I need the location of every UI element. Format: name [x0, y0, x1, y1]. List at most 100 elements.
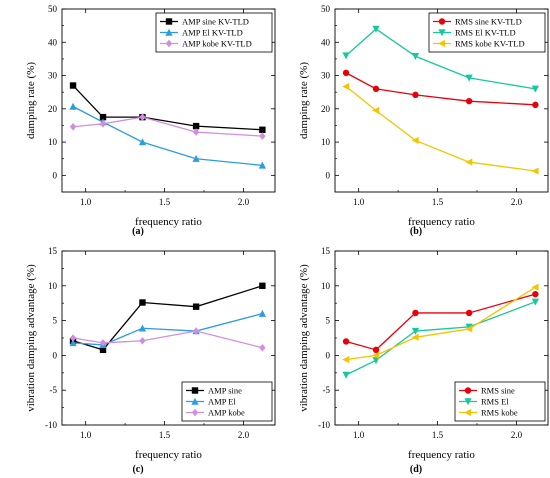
- chart-panel-1: 0 10 20 30 40 50 1.0 1.5 2.0 frequency ratio dampi…: [25, 4, 276, 237]
- series-3: [69, 113, 266, 140]
- data-point: [192, 303, 200, 310]
- data-point: [531, 283, 539, 291]
- legend-entry: RMS kobe: [481, 408, 518, 418]
- data-point: [69, 122, 77, 131]
- legend-entry: AMP El: [208, 397, 236, 407]
- legend-entry: AMP kobe KV-TLD: [182, 39, 252, 49]
- data-point: [138, 138, 147, 146]
- data-point: [99, 339, 107, 347]
- x-tick-label: 2.0: [511, 197, 523, 207]
- legend-marker: [464, 408, 472, 417]
- data-point: [465, 325, 473, 333]
- data-point: [69, 334, 77, 342]
- legend-marker: [165, 28, 173, 36]
- data-point: [342, 371, 350, 379]
- data-point: [531, 298, 539, 306]
- panel-label: (c): [132, 464, 143, 475]
- legend-marker: [191, 387, 199, 394]
- data-point: [139, 113, 146, 121]
- x-axis-label: frequency ratio: [135, 216, 202, 228]
- y-axis-label: damping rate (%): [25, 62, 37, 139]
- chart-panel-4: -10 -5 0 5 10 15 1.0 1.5 2.0 frequency ratio vibra…: [298, 246, 549, 475]
- x-tick-label: 1.0: [80, 430, 92, 440]
- data-point: [69, 339, 77, 347]
- data-point: [99, 346, 107, 354]
- legend-entry: AMP sine KV-TLD: [182, 17, 249, 27]
- y-tick-label: 10: [48, 281, 58, 291]
- y-tick-label: 40: [48, 37, 58, 47]
- data-point: [372, 357, 380, 365]
- legend-entry: RMS sine KV-TLD: [455, 17, 522, 27]
- data-point: [342, 355, 350, 364]
- legend-marker: [191, 408, 199, 417]
- series-line: [345, 293, 536, 351]
- data-point: [411, 53, 420, 61]
- legend-entry: AMP kobe: [208, 408, 245, 418]
- y-tick-label: -10: [45, 420, 57, 430]
- data-point: [259, 126, 266, 133]
- legend-marker: [191, 397, 199, 405]
- y-tick-label: 5: [326, 316, 331, 326]
- series-1: [69, 82, 266, 133]
- data-point: [342, 69, 350, 77]
- y-tick-label: 20: [48, 104, 58, 114]
- panel-label: (a): [132, 226, 144, 237]
- x-tick-label: 2.0: [511, 430, 523, 440]
- data-point: [258, 161, 266, 169]
- legend-marker: [438, 29, 446, 37]
- x-tick-label: 1.5: [159, 197, 171, 207]
- panel-label: (b): [410, 226, 422, 237]
- data-point: [465, 309, 473, 317]
- data-point: [138, 324, 147, 332]
- y-tick-label: 0: [53, 170, 58, 180]
- y-tick-label: 0: [326, 170, 331, 180]
- y-tick-label: 30: [48, 71, 58, 81]
- y-tick-label: 40: [321, 37, 331, 47]
- legend-entry: RMS El KV-TLD: [455, 28, 516, 38]
- data-point: [465, 74, 473, 82]
- data-point: [411, 333, 419, 341]
- x-tick-label: 1.0: [80, 197, 92, 207]
- y-tick-label: 30: [321, 71, 331, 81]
- data-point: [259, 282, 266, 289]
- data-point: [258, 309, 266, 317]
- data-point: [139, 336, 146, 345]
- data-point: [192, 154, 200, 162]
- data-point: [411, 327, 420, 335]
- plot-frame: [334, 8, 549, 193]
- legend-entry: RMS El: [481, 397, 509, 407]
- data-point: [99, 113, 107, 121]
- y-tick-label: 10: [48, 137, 58, 147]
- data-point: [412, 309, 419, 317]
- series-3: [69, 327, 266, 352]
- x-axis-label: frequency ratio: [408, 216, 475, 228]
- y-tick-label: 50: [321, 4, 331, 14]
- y-tick-label: 15: [48, 246, 58, 256]
- x-tick-label: 2.0: [238, 430, 250, 440]
- data-point: [531, 167, 539, 175]
- series-3: [342, 82, 539, 175]
- plot-frame: [61, 8, 276, 193]
- chart-panel-2: 0 10 20 30 40 50 1.0 1.5 2.0 frequency ratio dampi…: [298, 4, 549, 237]
- data-point: [465, 158, 473, 166]
- data-point: [139, 299, 146, 306]
- data-point: [342, 82, 350, 91]
- legend-entry: AMP El KV-TLD: [182, 28, 243, 38]
- data-point: [412, 91, 419, 99]
- legend-marker: [464, 387, 472, 394]
- legend-marker: [165, 39, 173, 48]
- data-point: [192, 128, 200, 136]
- data-point: [411, 136, 419, 145]
- y-tick-label: -5: [323, 385, 331, 395]
- data-point: [342, 338, 350, 345]
- data-point: [69, 82, 77, 89]
- data-point: [99, 119, 107, 128]
- x-tick-label: 1.0: [353, 197, 365, 207]
- data-point: [372, 85, 380, 93]
- x-axis-label: frequency ratio: [408, 449, 475, 461]
- data-point: [259, 343, 266, 352]
- chart-panel-3: -10 -5 0 5 10 15 1.0 1.5 2.0 frequency ratio vibra…: [25, 246, 276, 475]
